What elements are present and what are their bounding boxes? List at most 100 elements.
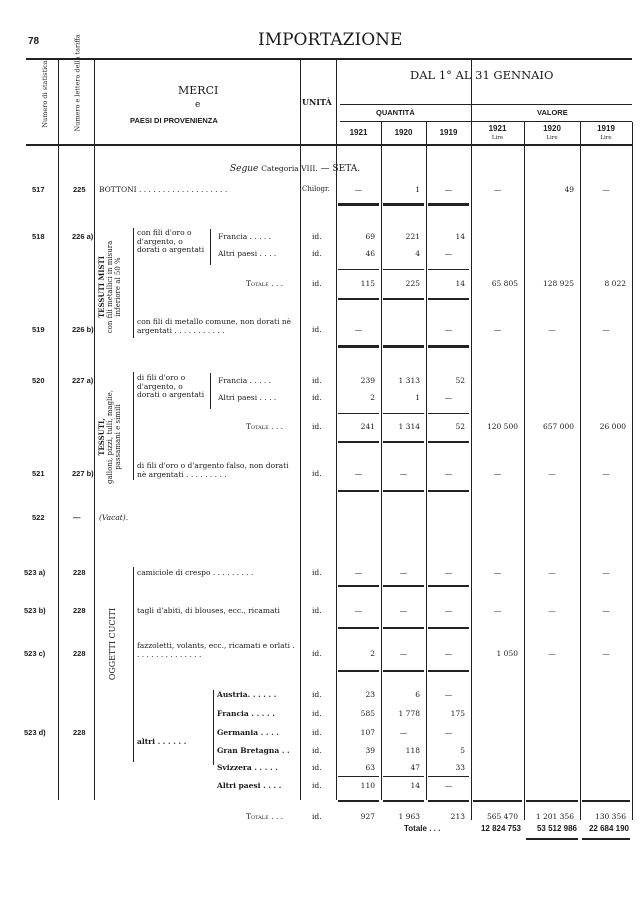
quantity-cell: 14 [410, 781, 420, 790]
quantity-cell: — [444, 249, 453, 258]
separator-rule [428, 345, 469, 348]
separator-rule [338, 413, 379, 414]
column-divider [94, 60, 96, 800]
separator-rule [383, 203, 424, 206]
separator-rule [338, 345, 379, 348]
unit: id. [312, 709, 322, 718]
header-unita: UNITÀ [302, 97, 332, 107]
period-rule [340, 104, 632, 105]
separator-rule [428, 627, 469, 629]
quantity-cell: — [354, 185, 363, 194]
unit: id. [312, 728, 322, 737]
value-cell: — [493, 568, 502, 577]
quantity-cell: 175 [450, 709, 465, 718]
separator-rule [383, 585, 424, 587]
country-name: Francia . . . . . [217, 709, 275, 718]
totale-label: Totale . . . [246, 279, 284, 288]
group-title: TESSUTI MISTI [97, 255, 106, 319]
quantity-cell: 46 [365, 249, 375, 258]
separator-rule [338, 800, 379, 802]
statistica-number: 523 b) [24, 606, 46, 615]
separator-rule [428, 203, 469, 206]
unit: id. [312, 812, 322, 821]
header-lire: Lire [600, 135, 612, 141]
column-divider [336, 60, 338, 800]
grand-total-value: 22 684 190 [588, 824, 629, 833]
country-name: Svizzera . . . . . [217, 763, 278, 772]
separator-rule [526, 838, 578, 840]
tariff-number: 226 a) [72, 232, 94, 241]
subgroup-altri: altri . . . . . . [137, 737, 187, 746]
tariff-number: — [73, 513, 81, 522]
quantity-cell: 2 [370, 393, 375, 402]
brace [133, 372, 134, 480]
unit: id. [312, 393, 322, 402]
quantity-cell: — [399, 649, 408, 658]
value-cell: — [493, 469, 502, 478]
quantity-cell: 2 [370, 649, 375, 658]
separator-rule [338, 298, 379, 300]
group-tessuti: TESSUTI, galloni, pizzi, tulli, maglie, … [97, 377, 122, 497]
separator-rule [428, 670, 469, 672]
quantity-cell: — [399, 469, 408, 478]
group-title: TESSUTI, [97, 418, 106, 456]
totale-label: Totale . . . [246, 422, 284, 431]
header-numero: Numero di statistica [41, 60, 49, 128]
unit: id. [312, 376, 322, 385]
tariff-number: 227 a) [72, 376, 94, 385]
group-subtitle: galloni, pizzi, tulli, maglie, [106, 390, 114, 484]
tariff-number: 227 b) [72, 469, 94, 478]
statistica-number: 523 d) [24, 728, 46, 737]
section-name: — SETA. [320, 164, 361, 174]
value-cell: 128 925 [542, 279, 574, 288]
quantity-cell: — [444, 728, 453, 737]
quantity-cell: 33 [455, 763, 465, 772]
header-year: 1919 [597, 124, 615, 133]
quantity-cell: 14 [455, 232, 465, 241]
header-e: e [195, 100, 201, 110]
separator-rule [428, 413, 469, 414]
column-divider [426, 122, 428, 800]
quantity-cell: 225 [405, 279, 420, 288]
header-paesi: PAESI DI PROVENIENZA [130, 116, 218, 125]
quantity-cell: — [444, 568, 453, 577]
separator-rule [338, 585, 379, 587]
merci-description: con fili di metallo comune, non dorati n… [137, 317, 292, 335]
separator-rule [383, 298, 424, 300]
tariff-number: 228 [73, 606, 86, 615]
quantity-cell: 23 [365, 690, 375, 699]
column-divider [471, 60, 473, 820]
separator-rule [428, 298, 469, 300]
header-bottom-rule [26, 144, 632, 146]
quantity-cell: 107 [360, 728, 375, 737]
quantity-cell: 1 314 [398, 422, 420, 431]
quantity-cell: 239 [360, 376, 375, 385]
group-tessuti-misti: TESSUTI MISTI con fili metallici in misu… [97, 227, 122, 347]
column-divider [300, 60, 302, 800]
value-cell: — [548, 325, 556, 334]
separator-rule [428, 269, 469, 270]
separator-rule [338, 490, 379, 492]
statistica-number: 520 [32, 376, 45, 385]
quantity-cell: 52 [455, 422, 465, 431]
separator-rule [338, 203, 379, 206]
quantity-cell: 221 [405, 232, 420, 241]
quantity-cell: — [444, 781, 453, 790]
unit: id. [312, 746, 322, 755]
separator-rule [428, 490, 469, 492]
separator-rule [338, 269, 379, 270]
group-subtitle: con fili metallici in misura [106, 240, 114, 334]
unit: id. [312, 325, 322, 334]
separator-rule [428, 800, 469, 802]
quantity-cell: 585 [360, 709, 375, 718]
separator-rule [338, 627, 379, 629]
value-cell: — [602, 649, 610, 658]
separator-rule [338, 776, 379, 777]
header-quantita: QUANTITÀ [376, 108, 415, 117]
value-cell: — [493, 325, 502, 334]
separator-rule [383, 670, 424, 672]
country-name: camiciole di crespo . . . . . . . . . [137, 568, 254, 577]
quantity-cell: 69 [365, 232, 375, 241]
value-cell: — [602, 469, 610, 478]
merci-description: di fili d'oro o d'argento falso, non dor… [137, 461, 289, 479]
